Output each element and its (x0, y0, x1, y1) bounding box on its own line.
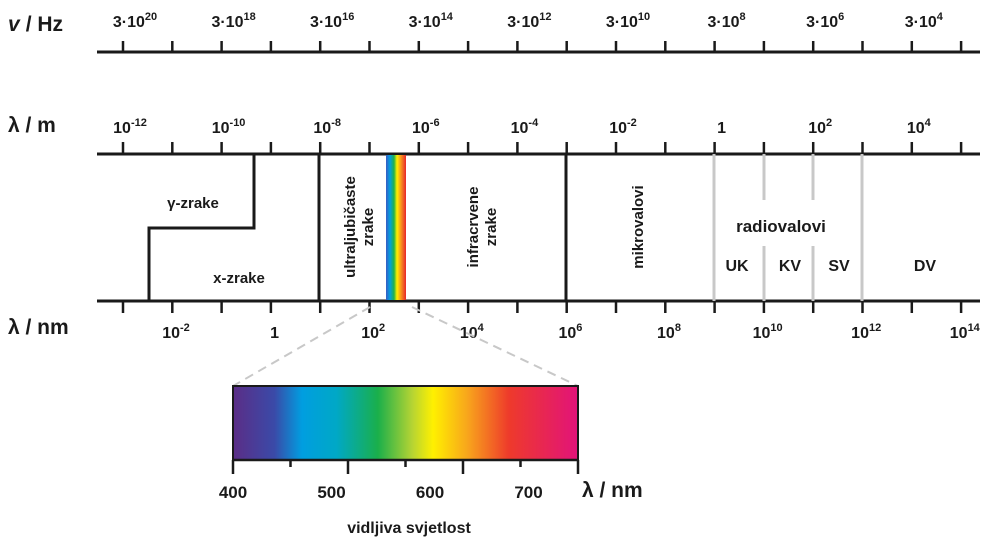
radio-waves-label: radiovalovi (736, 217, 826, 236)
wavelength-m-tick-labels: 10-12 10-10 10-8 10-6 10-4 10-2 1 102 104 (113, 117, 931, 137)
wavelength-nm-tick-label: 1 (270, 325, 279, 342)
band-kv-label: KV (779, 258, 802, 275)
ir-label-line2: zrake (483, 208, 500, 246)
frequency-axis: v / Hz 3·1020 3·1018 3·1016 3·1014 3·1012 3·10… (8, 11, 980, 54)
band-uk-label: UK (725, 258, 749, 275)
gamma-rays-label: γ-zrake (167, 195, 219, 212)
frequency-tick-label: 3·1020 (113, 11, 157, 31)
frequency-tick-label: 3·104 (905, 11, 944, 31)
frequency-axis-title: v / Hz (8, 13, 63, 36)
microwave-label: mikrovalovi (630, 185, 647, 268)
wavelength-m-tick-label: 1 (717, 120, 726, 137)
visible-light-caption: vidljiva svjetlost (347, 520, 471, 537)
wavelength-nm-tick-labels: 10-21102104106108101010121014 (162, 322, 980, 342)
frequency-ticks (121, 41, 963, 52)
wavelength-m-axis: λ / m 10-12 10-10 10-8 10-6 10-4 10-2 1 102 104 (8, 114, 980, 156)
frequency-tick-labels: 3·1020 3·1018 3·1016 3·1014 3·1012 3·1010 3·10… (113, 11, 944, 31)
visible-tick-label: 600 (416, 483, 444, 502)
visible-tick-label: 400 (219, 483, 247, 502)
frequency-tick-label: 3·1014 (409, 11, 454, 31)
zoom-lines (232, 306, 579, 387)
region-labels: γ-zrake x-zrake ultraljubičaste zrake in… (167, 176, 936, 287)
wavelength-nm-tick-label: 108 (657, 322, 681, 342)
frequency-tick-label: 3·108 (708, 11, 746, 31)
wavelength-nm-axis: λ / nm 10-21102104106108101010121014 (8, 299, 981, 342)
visible-light-strip (386, 155, 406, 300)
frequency-unit: / Hz (26, 13, 63, 36)
wavelength-nm-tick-label: 1010 (753, 322, 783, 342)
wavelength-m-tick-label: 102 (808, 117, 832, 137)
visible-axis-unit: λ / nm (582, 479, 643, 502)
gamma-xray-boundary (147, 154, 256, 301)
wavelength-m-axis-title: λ / m (8, 114, 56, 137)
wavelength-nm-tick-label: 10-2 (162, 322, 190, 342)
visible-tick-label: 700 (514, 483, 542, 502)
wavelength-nm-ticks (121, 301, 963, 313)
frequency-tick-label: 3·1016 (310, 11, 354, 31)
wavelength-nm-tick-label: 102 (361, 322, 385, 342)
x-rays-label: x-zrake (213, 270, 265, 287)
wavelength-m-tick-label: 10-6 (412, 117, 440, 137)
visible-tick-label: 500 (317, 483, 345, 502)
uv-label-line2: zrake (360, 208, 377, 246)
wavelength-m-tick-label: 104 (907, 117, 932, 137)
wavelength-m-tick-label: 10-2 (609, 117, 637, 137)
region-boundaries (147, 154, 864, 301)
wavelength-nm-tick-label: 1014 (950, 322, 981, 342)
wavelength-m-tick-label: 10-8 (313, 117, 341, 137)
visible-spectrum-bar (232, 385, 579, 461)
visible-spectrum: 400 500 600 700 λ / nm vidljiva svjetlost (219, 385, 643, 537)
wavelength-m-tick-label: 10-10 (212, 117, 246, 137)
frequency-tick-label: 3·1018 (211, 11, 255, 31)
zoom-line-right (411, 306, 579, 387)
wavelength-m-tick-label: 10-4 (511, 117, 539, 137)
band-dv-label: DV (914, 258, 937, 275)
wavelength-m-tick-label: 10-12 (113, 117, 147, 137)
visible-tick-labels: 400 500 600 700 (219, 483, 543, 502)
wavelength-nm-tick-label: 106 (558, 322, 582, 342)
frequency-tick-label: 3·1010 (606, 11, 650, 31)
ir-label-line1: infracrvene (465, 187, 482, 268)
frequency-symbol: v (8, 13, 21, 36)
wavelength-nm-axis-title: λ / nm (8, 316, 69, 339)
uv-label-line1: ultraljubičaste (342, 176, 359, 278)
wavelength-m-ticks (121, 142, 963, 154)
band-sv-label: SV (828, 258, 850, 275)
visible-ticks (231, 460, 580, 474)
wavelength-nm-tick-label: 1012 (851, 322, 881, 342)
frequency-tick-label: 3·106 (806, 11, 844, 31)
zoom-line-left (232, 306, 371, 387)
frequency-tick-label: 3·1012 (507, 11, 551, 31)
